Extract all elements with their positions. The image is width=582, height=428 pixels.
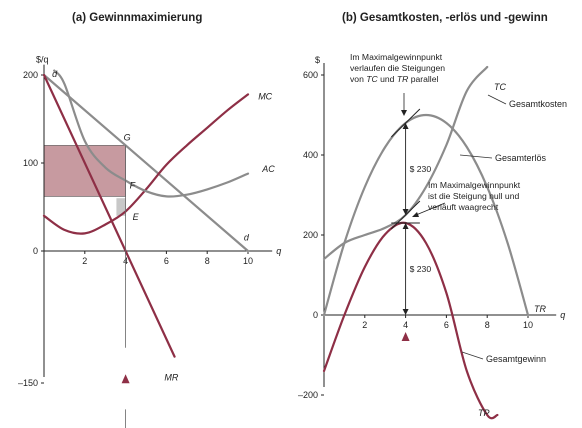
- chart-b-note-flat-pointer-head: [412, 212, 419, 217]
- chart-a-series-d: [42, 73, 250, 253]
- chart-a-point-F: F: [130, 180, 136, 190]
- chart-b-note-flat-line: verläuft waagrecht: [428, 202, 499, 212]
- chart-b-label-gesamterloes: Gesamterlös: [495, 153, 547, 163]
- chart-b-ytick-label: 400: [303, 150, 318, 160]
- chart-b-gap-lower-arrow-head-top: [402, 223, 409, 229]
- chart-b-label-TP: TP: [478, 408, 490, 418]
- chart-b-label-gesamtgewinn: Gesamtgewinn: [486, 354, 546, 364]
- chart-b-xtick-label: 8: [485, 320, 490, 330]
- chart-b-xtick-label: 6: [444, 320, 449, 330]
- loss-wedge: [116, 198, 126, 216]
- chart-b-label-gesamtkosten: Gesamtkosten: [509, 99, 567, 109]
- chart-b-label-TR: TR: [534, 304, 546, 314]
- chart-b: $ q 600 400 200 0 –200 2 4 6 8 10 $ 230 $ 230 Im Maxim…: [298, 52, 567, 420]
- chart-b-gap-lower-label: $ 230: [410, 264, 432, 274]
- chart-b-ytick-label: –200: [298, 390, 318, 400]
- chart-b-note-tangent-line: verlaufen die Steigungen: [350, 63, 445, 73]
- chart-b-ytick-label: 200: [303, 230, 318, 240]
- chart-a-xlabel: q: [276, 246, 281, 256]
- chart-a-xtick-label: 6: [164, 256, 169, 266]
- chart-b-xtick-label: 10: [523, 320, 533, 330]
- chart-a-point-E: E: [133, 212, 140, 222]
- chart-a-ytick-label: 100: [23, 158, 38, 168]
- chart-b-xtick-label: 2: [362, 320, 367, 330]
- chart-b-series-TR: [322, 113, 530, 317]
- chart-b-note-tangent-line: Im Maximalgewinnpunkt: [350, 52, 443, 62]
- chart-a-series-MC: [42, 93, 250, 235]
- chart-a-label-MC: MC: [258, 92, 272, 102]
- chart-a-label-d-end: d: [244, 232, 250, 242]
- chart-b-gap-upper-arrow-head-top: [402, 123, 409, 129]
- chart-a-ytick-label: –150: [18, 378, 38, 388]
- chart-a-title: (a) Gewinnmaximierung: [72, 12, 202, 24]
- chart-b-note-tangent-line: von TC und TR parallel: [350, 74, 438, 84]
- chart-a-series-MR: [42, 73, 176, 358]
- chart-b-note-flat-pointer: [415, 202, 446, 216]
- chart-b-ytick-label: 600: [303, 70, 318, 80]
- chart-b-gap-upper-arrow-head-bottom: [402, 209, 409, 215]
- chart-a-q4-marker: [121, 374, 130, 384]
- profit-rectangle: [43, 145, 126, 197]
- chart-a-xtick-label: 10: [243, 256, 253, 266]
- chart-b-q4-marker: [401, 332, 410, 341]
- chart-a-ylabel: $/q: [36, 55, 49, 65]
- chart-b-pointer-gesamtgewinn: [461, 351, 484, 360]
- chart-b-note-tangent-pointer-head: [401, 110, 407, 116]
- chart-a-xtick-label: 2: [82, 256, 87, 266]
- chart-a-series-AC: [53, 69, 250, 198]
- chart-b-title: (b) Gesamtkosten, -erlös und -gewinn: [342, 12, 548, 24]
- chart-a-ytick-label: 0: [33, 246, 38, 256]
- chart-b-note-flat-line: Im Maximalgewinnpunkt: [428, 180, 521, 190]
- chart-a-label-AC: AC: [261, 164, 275, 174]
- chart-a-point-G: G: [124, 132, 131, 142]
- chart-a-ytick-label: 200: [23, 70, 38, 80]
- chart-b-pointer-gesamterloes: [459, 154, 493, 159]
- chart-a-label-d-top: d: [52, 69, 58, 79]
- chart-b-series-TP: [322, 221, 499, 420]
- chart-a-label-MR: MR: [164, 372, 178, 382]
- chart-b-ytick-label: 0: [313, 310, 318, 320]
- chart-b-note-flat-line: ist die Steigung null und: [428, 191, 519, 201]
- chart-b-ylabel: $: [315, 55, 320, 65]
- chart-b-pointer-gesamtkosten: [487, 94, 507, 105]
- chart-b-xtick-label: 4: [403, 320, 408, 330]
- chart-b-gap-upper-label: $ 230: [410, 164, 432, 174]
- chart-b-xlabel: q: [560, 310, 565, 320]
- chart-b-gap-lower-arrow-head-bottom: [402, 309, 409, 315]
- chart-b-label-TC: TC: [494, 82, 506, 92]
- chart-a-xtick-label: 8: [205, 256, 210, 266]
